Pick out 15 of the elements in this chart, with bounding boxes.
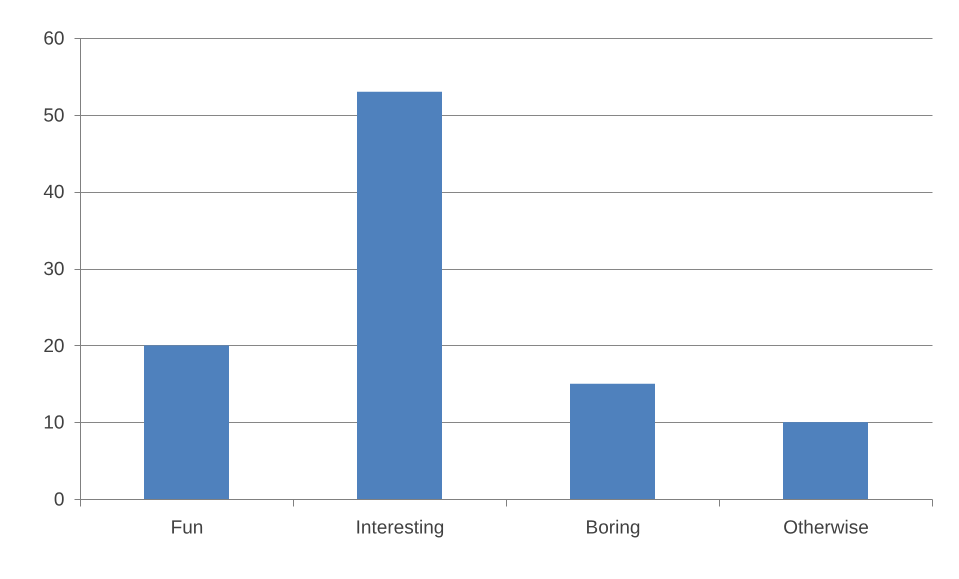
- x-tick-label: Boring: [586, 518, 640, 538]
- x-tick-label: Otherwise: [783, 518, 869, 538]
- y-tick-label: 40: [43, 182, 64, 204]
- x-tick-label: Fun: [170, 518, 204, 538]
- y-tick-label: 0: [54, 490, 64, 510]
- y-tick-label: 10: [43, 412, 64, 434]
- x-tick-label: Interesting: [356, 518, 444, 538]
- bar: [570, 384, 655, 499]
- bar: [144, 345, 229, 499]
- y-tick-label: 60: [43, 28, 64, 50]
- y-tick-label: 20: [43, 336, 64, 357]
- bar: [783, 422, 868, 499]
- bar: [357, 92, 442, 499]
- y-tick-label: 50: [43, 105, 64, 126]
- y-tick-label: 30: [43, 259, 64, 280]
